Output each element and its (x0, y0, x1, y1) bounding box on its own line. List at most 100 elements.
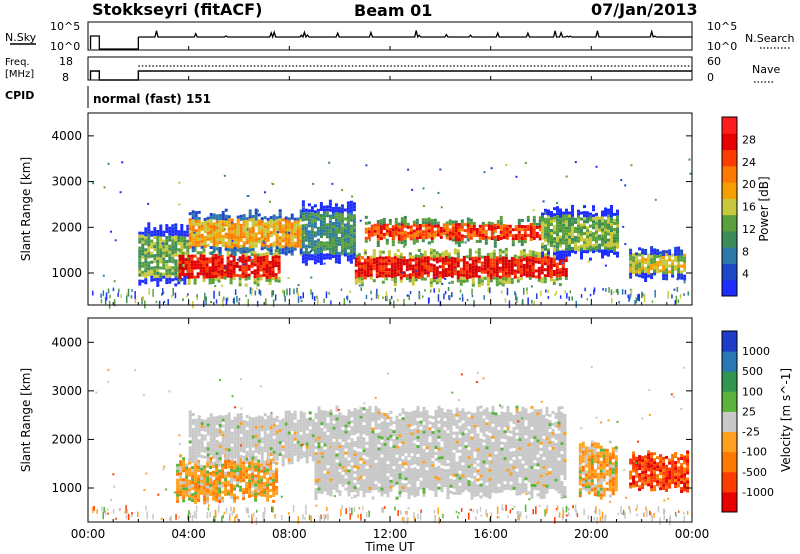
heatmap-cell (162, 260, 166, 264)
heatmap-cell (338, 415, 342, 419)
heatmap-cell (622, 225, 625, 228)
heatmap-cell (218, 291, 221, 297)
heatmap-cell (242, 247, 246, 251)
heatmap-cell (281, 430, 285, 434)
heatmap-cell (278, 432, 282, 436)
heatmap-cell (368, 426, 372, 430)
heatmap-cell (233, 241, 237, 245)
heatmap-cell (227, 218, 231, 222)
heatmap-cell (624, 184, 627, 187)
heatmap-cell (575, 300, 577, 308)
heatmap-cell (260, 244, 264, 248)
heatmap-cell (236, 428, 240, 432)
heatmap-cell (165, 227, 169, 231)
heatmap-cell (369, 273, 373, 277)
heatmap-cell (236, 218, 240, 222)
heatmap-cell (211, 281, 215, 284)
heatmap-cell (320, 440, 324, 444)
heatmap-cell (188, 221, 192, 225)
heatmap-cell (656, 261, 660, 265)
heatmap-cell (317, 445, 321, 449)
heatmap-cell (334, 254, 338, 258)
heatmap-cell (126, 295, 128, 304)
heatmap-cell (346, 246, 350, 250)
heatmap-cell (239, 473, 243, 477)
heatmap-cell (350, 474, 354, 478)
heatmap-cell (245, 460, 249, 464)
heatmap-cell (532, 221, 536, 225)
heatmap-cell (183, 281, 187, 285)
heatmap-cell (299, 428, 303, 432)
heatmap-cell (430, 225, 434, 228)
heatmap-cell (501, 256, 505, 260)
heatmap-cell (178, 260, 182, 264)
heatmap-cell (404, 444, 408, 448)
heatmap-cell (194, 241, 198, 245)
heatmap-cell (346, 237, 350, 241)
heatmap-cell (360, 262, 364, 266)
heatmap-cell (349, 239, 353, 243)
heatmap-cell (269, 488, 273, 492)
heatmap-cell (230, 468, 234, 472)
heatmap-cell (553, 245, 556, 248)
heatmap-cell (490, 225, 494, 229)
heatmap-cell (203, 474, 207, 478)
heatmap-cell (558, 271, 562, 275)
heatmap-cell (466, 217, 470, 221)
heatmap-cell (405, 274, 409, 278)
heatmap-cell (537, 260, 541, 264)
heatmap-cell (206, 447, 210, 451)
heatmap-cell (475, 234, 479, 237)
heatmap-cell (332, 474, 336, 478)
heatmap-cell (287, 443, 291, 447)
heatmap-cell (386, 482, 390, 486)
heatmap-cell (174, 277, 178, 281)
heatmap-cell (468, 248, 472, 252)
heatmap-cell (438, 280, 442, 284)
heatmap-cell (316, 253, 320, 257)
heatmap-cell (667, 290, 669, 299)
heatmap-cell (269, 234, 273, 238)
heatmap-cell (517, 236, 521, 240)
heatmap-cell (305, 457, 309, 461)
heatmap-cell (530, 285, 533, 288)
heatmap-cell (547, 212, 550, 216)
heatmap-cell (411, 270, 415, 274)
heatmap-cell (307, 233, 311, 237)
heatmap-cell (191, 413, 195, 416)
heatmap-cell (272, 456, 276, 460)
heatmap-cell (577, 233, 580, 237)
heatmap-cell (395, 448, 399, 452)
heatmap-cell (171, 230, 175, 234)
heatmap-cell (457, 229, 461, 232)
heatmap-cell (647, 265, 651, 269)
heatmap-cell (662, 256, 666, 260)
heatmap-cell (249, 256, 252, 259)
heatmap-cell (138, 255, 142, 259)
heatmap-cell (668, 252, 672, 256)
heatmap-cell (403, 236, 407, 240)
heatmap-cell (480, 276, 484, 280)
heatmap-cell (613, 218, 616, 222)
heatmap-cell (525, 268, 529, 272)
heatmap-cell (179, 478, 183, 482)
heatmap-cell (413, 431, 417, 435)
heatmap-cell (417, 264, 421, 267)
heatmap-cell (257, 465, 261, 469)
heatmap-cell (496, 238, 500, 241)
heatmap-cell (281, 439, 285, 443)
heatmap-cell (418, 224, 422, 227)
heatmap-cell (429, 289, 432, 293)
heatmap-cell (238, 283, 242, 287)
heatmap-cell (438, 259, 442, 263)
heatmap-cell (191, 431, 195, 434)
heatmap-cell (400, 241, 404, 245)
heatmap-cell (277, 279, 281, 283)
heatmap-cell (290, 428, 294, 432)
heatmap-cell (233, 499, 237, 503)
heatmap-cell (489, 258, 493, 262)
heatmap-cell (191, 219, 195, 223)
heatmap-cell (397, 228, 401, 232)
heatmap-cell (453, 248, 457, 252)
heatmap-cell (377, 489, 381, 493)
